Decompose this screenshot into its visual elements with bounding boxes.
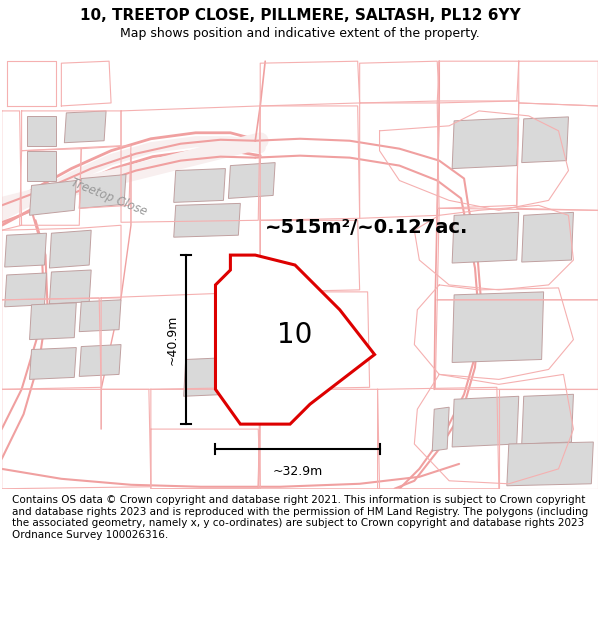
Polygon shape: [49, 270, 91, 304]
Text: ~515m²/~0.127ac.: ~515m²/~0.127ac.: [265, 218, 469, 238]
Polygon shape: [174, 203, 241, 237]
Polygon shape: [29, 181, 76, 215]
Polygon shape: [79, 344, 121, 376]
Polygon shape: [29, 302, 76, 339]
Polygon shape: [522, 213, 574, 262]
Text: Contains OS data © Crown copyright and database right 2021. This information is : Contains OS data © Crown copyright and d…: [12, 495, 588, 540]
Polygon shape: [432, 408, 449, 451]
Text: ~40.9m: ~40.9m: [165, 314, 178, 365]
Polygon shape: [215, 255, 374, 424]
Polygon shape: [452, 396, 519, 447]
Polygon shape: [174, 169, 226, 202]
Polygon shape: [26, 151, 56, 181]
Polygon shape: [452, 118, 519, 169]
Polygon shape: [5, 233, 46, 267]
Polygon shape: [452, 213, 519, 263]
Polygon shape: [26, 116, 56, 146]
Polygon shape: [522, 394, 574, 444]
Text: 10: 10: [277, 321, 313, 349]
Polygon shape: [184, 357, 230, 396]
Polygon shape: [507, 442, 593, 486]
Polygon shape: [522, 117, 568, 162]
Polygon shape: [5, 273, 46, 307]
Polygon shape: [79, 300, 121, 332]
Polygon shape: [29, 348, 76, 379]
Text: Treetop Close: Treetop Close: [69, 176, 149, 219]
Polygon shape: [452, 292, 544, 362]
Polygon shape: [233, 352, 275, 391]
Polygon shape: [229, 162, 275, 198]
Polygon shape: [49, 230, 91, 268]
Text: 10, TREETOP CLOSE, PILLMERE, SALTASH, PL12 6YY: 10, TREETOP CLOSE, PILLMERE, SALTASH, PL…: [80, 8, 520, 22]
Polygon shape: [79, 174, 126, 208]
Text: ~32.9m: ~32.9m: [272, 465, 323, 478]
Text: Map shows position and indicative extent of the property.: Map shows position and indicative extent…: [120, 27, 480, 39]
Polygon shape: [64, 111, 106, 142]
